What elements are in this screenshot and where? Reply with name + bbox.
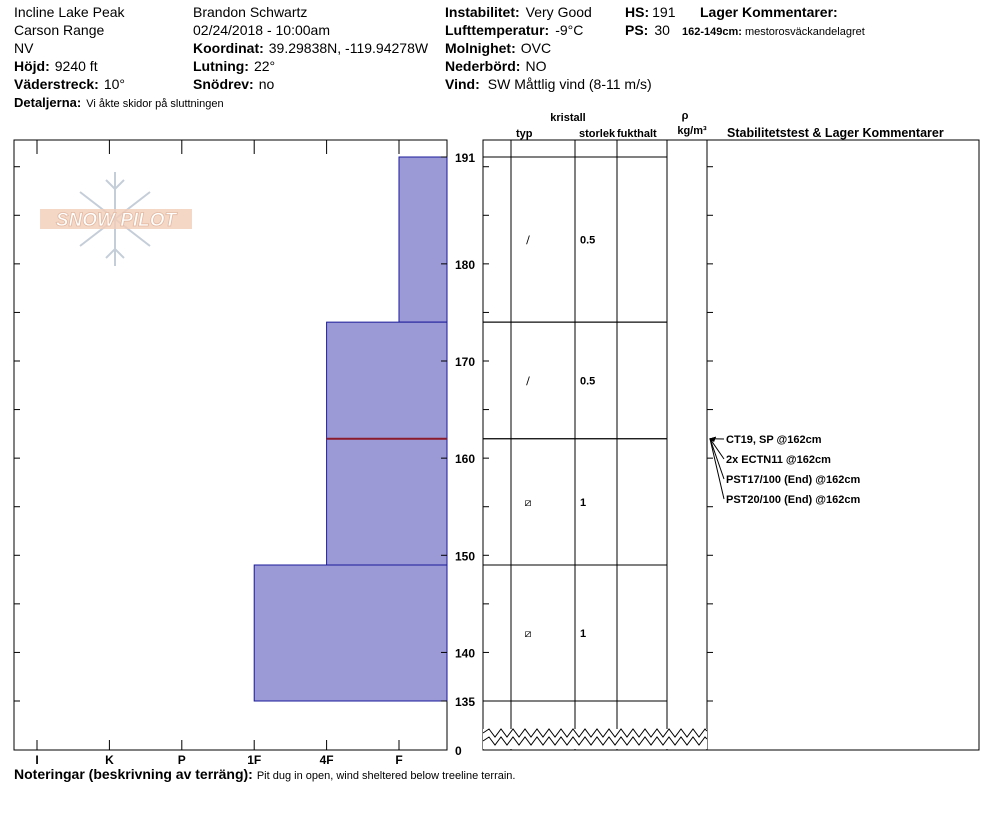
height-tick-label: 150: [455, 549, 475, 563]
column-header: kristall: [550, 112, 585, 124]
column-dividers: [510, 140, 708, 750]
test-pointer: [709, 438, 725, 480]
column-header: Stabilitetstest & Lager Kommentarer: [727, 126, 944, 140]
grain-type: ⧄: [525, 627, 532, 640]
grain-type: /: [526, 374, 530, 387]
stability-test: PST20/100 (End) @162cm: [726, 494, 860, 506]
height-tick-label: 135: [455, 695, 475, 709]
grain-size: 1: [580, 628, 586, 640]
height-tick-label: 160: [455, 452, 475, 466]
height-tick-label: 140: [455, 646, 475, 660]
wind-loading: Snödrev: no: [193, 76, 274, 92]
stability: Instabilitet: Very Good: [445, 4, 592, 20]
details: Detaljerna: Vi åkte skidor på sluttningen: [14, 95, 224, 110]
hardness-label: I: [35, 753, 38, 767]
layer-bar: [253, 564, 448, 702]
hardness-label: P: [178, 753, 186, 767]
location: Carson Range: [14, 22, 104, 38]
column-header: storlek: [579, 128, 616, 140]
height-tick-label: 170: [455, 355, 475, 369]
layer-bar: [398, 156, 448, 323]
height-tick-label: 180: [455, 258, 475, 272]
test-arrowhead: [709, 436, 716, 442]
hardness-label: 1F: [247, 753, 261, 767]
column-header: fukthalt: [617, 128, 657, 140]
test-pointer: [709, 438, 725, 500]
layer-comments-title: Lager Kommentarer:: [700, 4, 838, 20]
grain-size: 1: [580, 497, 586, 509]
location: NV: [14, 40, 34, 56]
hardness-label: F: [395, 753, 402, 767]
grain-size: 0.5: [580, 375, 595, 387]
height-tick-label: 0: [455, 744, 462, 758]
logo-text: SNOW PILOT: [56, 210, 178, 231]
logo-band: [40, 209, 192, 229]
stability-test: CT19, SP @162cm: [726, 434, 822, 446]
precip: Nederbörd: NO: [445, 58, 547, 74]
ps: PS: 30: [625, 22, 670, 38]
layer-bar: [326, 321, 448, 440]
grain-type: ⧄: [525, 496, 532, 509]
column-header: typ: [516, 128, 533, 140]
coordinates: Koordinat: 39.29838N, -119.94278W: [193, 40, 429, 56]
wind: Vind: SW Måttlig vind (8-11 m/s): [445, 76, 652, 92]
elevation: Höjd: 9240 ft: [14, 58, 98, 74]
column-header: ρ: [682, 110, 689, 122]
air-temp: Lufttemperatur: -9°C: [445, 22, 583, 38]
layer-comment: 162-149cm: mestorosväckandelagret: [682, 26, 865, 38]
grain-size: 0.5: [580, 235, 595, 247]
datetime: 02/24/2018 - 10:00am: [193, 22, 330, 38]
sky: Molnighet: OVC: [445, 40, 551, 56]
hardness-label: K: [105, 753, 114, 767]
location: Incline Lake Peak: [14, 4, 126, 20]
aspect: Väderstreck: 10°: [14, 76, 125, 92]
hardness-label: 4F: [320, 753, 334, 767]
stability-test: PST17/100 (End) @162cm: [726, 474, 860, 486]
slope: Lutning: 22°: [193, 58, 275, 74]
column-header: kg/m³: [677, 125, 707, 137]
axis-break: [482, 728, 708, 746]
observer: Brandon Schwartz: [193, 4, 307, 20]
layer-bar: [326, 438, 448, 566]
stability-test: 2x ECTN11 @162cm: [726, 454, 831, 466]
hs: HS: 191: [625, 4, 676, 20]
layer-frame: [482, 139, 980, 751]
test-pointer: [709, 438, 725, 460]
grain-type: /: [526, 234, 530, 247]
height-tick-label: 191: [455, 151, 475, 165]
notes: Noteringar (beskrivning av terräng): Pit …: [14, 766, 515, 782]
